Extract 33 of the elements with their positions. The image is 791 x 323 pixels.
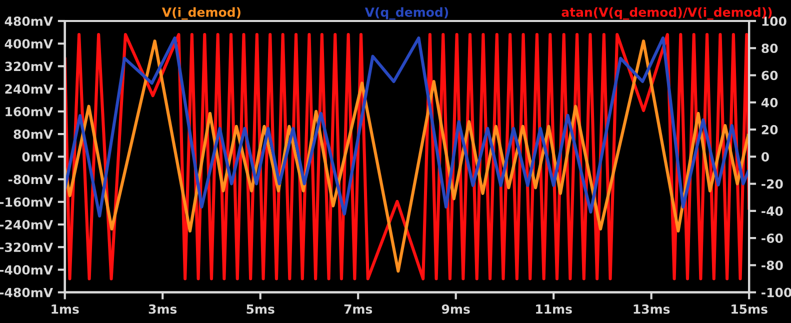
- text: V(q_demod): [364, 7, 448, 20]
- y-tick-label: -320mV: [0, 242, 53, 252]
- y-tick-label: -80mV: [8, 174, 53, 184]
- y-tick-label: -400mV: [0, 265, 53, 275]
- x-tick-label: 9ms: [442, 304, 470, 314]
- x-tick-label: 7ms: [344, 304, 372, 314]
- y2-tick-label: -20: [762, 179, 783, 189]
- line-series: [64, 36, 750, 218]
- y-tick-label: 320mV: [5, 62, 53, 72]
- y2-tick-label: 80: [762, 44, 778, 54]
- y-tick-label: -240mV: [0, 220, 53, 230]
- y-tick-label: 480mV: [4, 16, 53, 26]
- x-tick-label: 15ms: [732, 304, 768, 314]
- x-tick-label: 1ms: [52, 304, 79, 314]
- series-label: V(i_demod): [162, 7, 240, 20]
- x-tick-label: 3ms: [148, 304, 177, 314]
- y-tick-label: 400mV: [4, 39, 53, 49]
- y-tick-label: -160mV: [0, 197, 53, 207]
- y2-tick-label: 0: [761, 152, 769, 162]
- y2-tick-label: 40: [761, 98, 778, 108]
- y-tick-label: 0mV: [22, 152, 53, 162]
- y2-tick-label: -40: [762, 206, 783, 216]
- y2-tick-label: 20: [762, 124, 778, 134]
- y-tick-label: 240mV: [5, 84, 53, 94]
- x-tick-label: 5ms: [246, 304, 274, 314]
- y2-tick-label: 60: [762, 70, 778, 80]
- y-tick-label: -480mV: [0, 288, 53, 298]
- y-tick-label: 160mV: [6, 106, 53, 116]
- x-tick-label: 11ms: [536, 304, 572, 314]
- y2-tick-label: -80: [762, 260, 783, 270]
- x-tick-label: 13ms: [634, 304, 670, 314]
- y-tick-label: 80mV: [14, 130, 53, 139]
- y2-tick-label: -60: [762, 234, 783, 243]
